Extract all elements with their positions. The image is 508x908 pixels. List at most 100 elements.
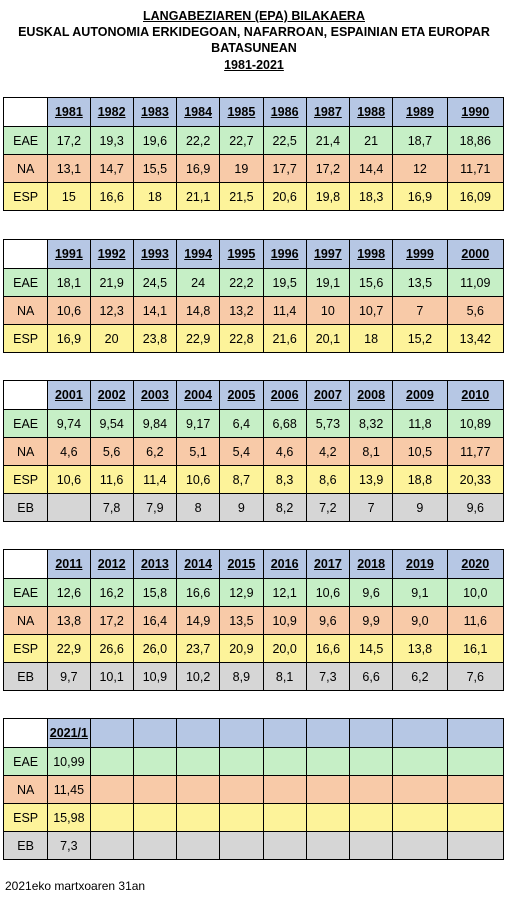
year-cell: 2012 — [89, 549, 134, 579]
value-cell: 12,3 — [89, 296, 134, 325]
value-cell: 9,6 — [348, 578, 394, 607]
table-row: ESP 22,9 26,6 26,0 23,7 20,9 20,0 16,6 14,5 13,8 1… — [2, 634, 505, 663]
value-cell: 16,9 — [392, 182, 448, 211]
row-label: EAE — [2, 126, 49, 155]
value-cell: 8,3 — [262, 465, 307, 494]
value-cell — [219, 803, 264, 832]
value-cell: 18 — [132, 182, 178, 211]
value-cell: 18 — [348, 324, 394, 353]
value-cell: 19,5 — [262, 268, 307, 297]
year-cell: 1981 — [47, 97, 91, 127]
value-cell: 10,9 — [262, 606, 307, 635]
table-row: EAE 9,74 9,54 9,84 9,17 6,4 6,68 5,73 8,32 11,8 10… — [2, 409, 505, 438]
value-cell: 20,6 — [262, 182, 307, 211]
value-cell: 6,6 — [348, 662, 394, 691]
row-label: EB — [2, 831, 49, 860]
value-cell — [348, 803, 394, 832]
value-cell: 9,74 — [47, 409, 91, 438]
value-cell — [175, 803, 221, 832]
value-cell: 10,6 — [47, 296, 91, 325]
value-cell: 9,17 — [175, 409, 221, 438]
unemployment-table-1: 1981 1982 1983 1984 1985 1986 1987 1988 1989 1990… — [2, 97, 505, 211]
value-cell: 19,1 — [305, 268, 351, 297]
value-cell: 21,4 — [305, 126, 351, 155]
value-cell — [348, 747, 394, 776]
value-cell — [262, 747, 307, 776]
unemployment-table-4: 2011 2012 2013 2014 2015 2016 2017 2018 2019 2020… — [2, 549, 505, 691]
year-cell: 2019 — [392, 549, 448, 579]
footer-note: 2021eko martxoaren 31an — [5, 879, 146, 893]
value-cell — [89, 747, 134, 776]
value-cell — [392, 831, 448, 860]
value-cell: 9 — [219, 493, 264, 522]
value-cell — [175, 747, 221, 776]
value-cell: 18,3 — [348, 182, 394, 211]
table-row: ESP 10,6 11,6 11,4 10,6 8,7 8,3 8,6 13,9 18,8 20,3… — [2, 465, 505, 494]
year-cell: 1984 — [175, 97, 221, 127]
value-cell: 19 — [219, 154, 264, 183]
value-cell: 14,4 — [348, 154, 394, 183]
year-cell: 1994 — [175, 239, 221, 269]
value-cell — [305, 831, 351, 860]
year-cell: 1986 — [262, 97, 307, 127]
corner-cell — [2, 97, 49, 127]
year-cell: 1988 — [348, 97, 394, 127]
value-cell: 12,9 — [219, 578, 264, 607]
value-cell: 16,6 — [89, 182, 134, 211]
value-cell: 9,7 — [47, 662, 91, 691]
value-cell: 10,9 — [132, 662, 178, 691]
row-label: EAE — [2, 268, 49, 297]
value-cell — [262, 775, 307, 804]
year-cell: 1991 — [47, 239, 91, 269]
value-cell: 22,8 — [219, 324, 264, 353]
value-cell: 11,6 — [89, 465, 134, 494]
year-header-row: 2021/1 — [2, 718, 505, 748]
value-cell: 14,9 — [175, 606, 221, 635]
value-cell: 8 — [175, 493, 221, 522]
year-cell: 2018 — [348, 549, 394, 579]
value-cell — [262, 831, 307, 860]
value-cell: 13,5 — [219, 606, 264, 635]
value-cell: 15,98 — [47, 803, 91, 832]
value-cell — [219, 747, 264, 776]
value-cell: 6,2 — [132, 437, 178, 466]
year-cell: 2001 — [47, 380, 91, 410]
year-cell — [305, 718, 351, 748]
value-cell: 24,5 — [132, 268, 178, 297]
value-cell: 10,2 — [175, 662, 221, 691]
value-cell: 8,9 — [219, 662, 264, 691]
table-row: EAE 17,2 19,3 19,6 22,2 22,7 22,5 21,4 21 18,7 18,… — [2, 126, 505, 155]
value-cell — [348, 775, 394, 804]
value-cell: 21 — [348, 126, 394, 155]
table-row: EAE 10,99 — [2, 747, 505, 776]
value-cell: 9,84 — [132, 409, 178, 438]
year-cell: 2002 — [89, 380, 134, 410]
table-row: NA 4,6 5,6 6,2 5,1 5,4 4,6 4,2 8,1 10,5 11,77 — [2, 437, 505, 466]
value-cell: 16,2 — [89, 578, 134, 607]
year-cell: 1999 — [392, 239, 448, 269]
value-cell: 16,1 — [446, 634, 505, 663]
value-cell — [446, 747, 505, 776]
year-cell — [219, 718, 264, 748]
value-cell: 22,7 — [219, 126, 264, 155]
value-cell: 8,6 — [305, 465, 351, 494]
table-row: NA 11,45 — [2, 775, 505, 804]
table-row: ESP 16,9 20 23,8 22,9 22,8 21,6 20,1 18 15,2 13,42 — [2, 324, 505, 353]
year-cell: 2004 — [175, 380, 221, 410]
value-cell: 21,1 — [175, 182, 221, 211]
value-cell: 10,6 — [305, 578, 351, 607]
value-cell: 13,5 — [392, 268, 448, 297]
value-cell: 5,6 — [89, 437, 134, 466]
year-cell: 2005 — [219, 380, 264, 410]
row-label: ESP — [2, 324, 49, 353]
value-cell — [219, 831, 264, 860]
value-cell: 6,2 — [392, 662, 448, 691]
value-cell: 7 — [392, 296, 448, 325]
unemployment-table-3: 2001 2002 2003 2004 2005 2006 2007 2008 2009 2010… — [2, 380, 505, 522]
row-label: EAE — [2, 578, 49, 607]
row-label: ESP — [2, 182, 49, 211]
value-cell: 10 — [305, 296, 351, 325]
value-cell: 15,5 — [132, 154, 178, 183]
value-cell — [132, 831, 178, 860]
year-cell: 2017 — [305, 549, 351, 579]
